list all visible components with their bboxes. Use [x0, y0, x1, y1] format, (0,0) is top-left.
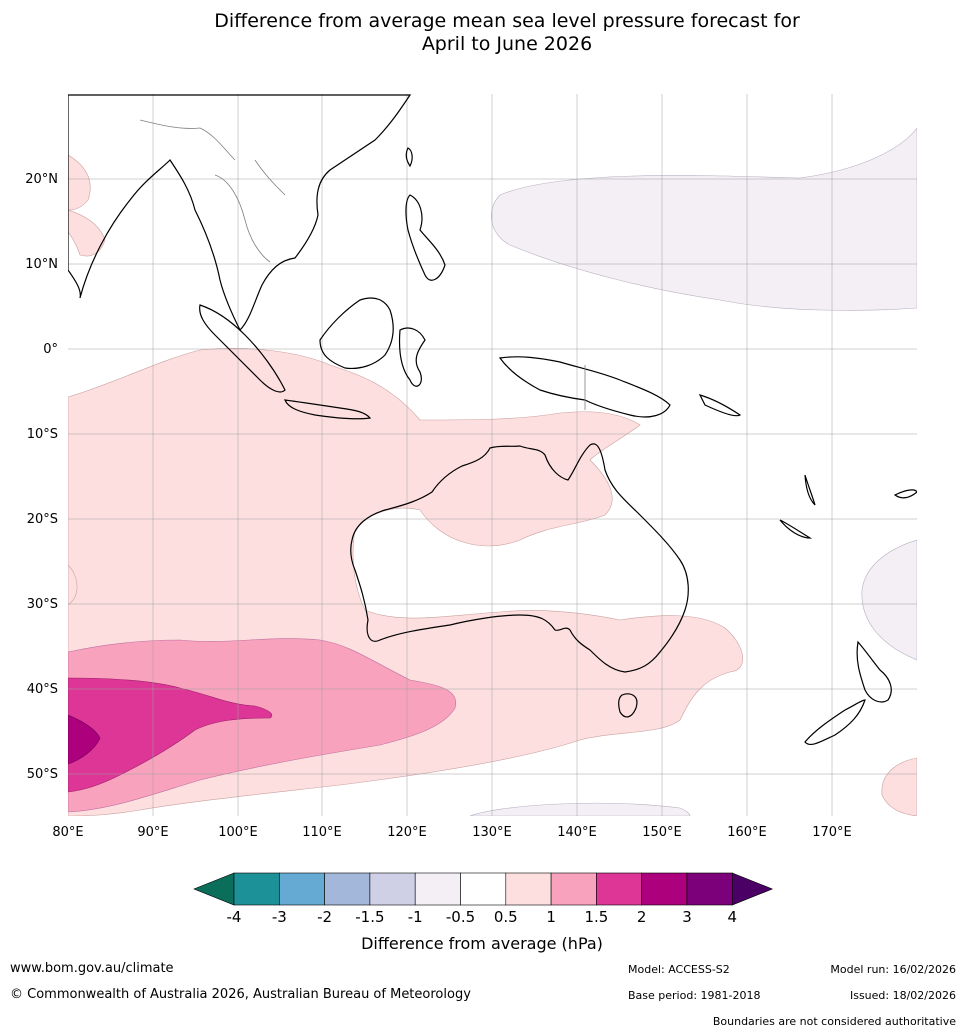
footer-issued: Issued: 18/02/2026 [849, 989, 956, 1002]
colorbar-tick-label: -0.5 [446, 908, 475, 926]
lat-label: 20°S [27, 512, 58, 527]
lon-label: 160°E [727, 825, 767, 840]
lon-label: 100°E [218, 825, 258, 840]
lon-label: 140°E [557, 825, 597, 840]
title-line-1: Difference from average mean sea level p… [214, 10, 800, 32]
footer-disclaimer: Boundaries are not considered authoritat… [712, 1015, 956, 1028]
lon-label: 130°E [472, 825, 512, 840]
pos-anomaly-southeast [881, 757, 917, 816]
coastlines [68, 94, 917, 746]
neg-anomaly-south [469, 802, 691, 816]
neg-anomaly-nw-pacific [491, 127, 917, 311]
colorbar-swatch [686, 872, 733, 906]
lat-label: 40°S [27, 682, 58, 697]
coast-nz-south [804, 699, 866, 746]
lat-label: 10°S [27, 427, 58, 442]
colorbar-tick-label: -3 [272, 908, 287, 926]
coast-new-caledonia [779, 519, 813, 539]
coast-vanuatu [804, 474, 816, 506]
colorbar-tick-label: 0.5 [494, 908, 518, 926]
lon-label: 120°E [387, 825, 427, 840]
lon-label: 170°E [812, 825, 852, 840]
lon-label: 110°E [302, 825, 342, 840]
lat-label: 10°N [25, 257, 58, 272]
footer-url: www.bom.gov.au/climate [10, 961, 174, 976]
coast-nz-north [856, 640, 892, 703]
colorbar-tick-label: -1.5 [355, 908, 384, 926]
colorbar-swatch [460, 872, 507, 906]
anomaly-fields [68, 127, 917, 816]
pos-anomaly-1-5 [68, 677, 273, 793]
colorbar-tick-label: 1.5 [584, 908, 608, 926]
colorbar-swatch [414, 872, 461, 906]
colorbar-tick-label: -1 [408, 908, 423, 926]
coast-borneo [319, 297, 394, 370]
footer-model-run: Model run: 16/02/2026 [830, 963, 956, 976]
colorbar-arrow-high [731, 872, 774, 906]
colorbar-tick-label: -4 [227, 908, 242, 926]
lat-label: 0° [43, 342, 58, 357]
country-borders [139, 119, 586, 410]
title-line-2: April to June 2026 [421, 33, 593, 55]
footer-model: Model: ACCESS-S2 [628, 963, 730, 976]
lat-labels: 20°N 10°N 0° 10°S 20°S 30°S 40°S 50°S [25, 172, 58, 782]
colorbar-swatch [505, 872, 552, 906]
colorbar-tick-label: 1 [546, 908, 556, 926]
graticule [68, 94, 917, 816]
lat-label: 20°N [25, 172, 58, 187]
coast-sumatra [199, 304, 286, 393]
colorbar-swatch [369, 872, 416, 906]
colorbar-swatch [550, 872, 597, 906]
coast-new-guinea [498, 356, 671, 418]
colorbar-tick-label: -2 [317, 908, 332, 926]
colorbar-tick-label: 2 [637, 908, 647, 926]
colorbar-arrow-low [193, 872, 235, 906]
colorbar-tick-label: 4 [728, 908, 738, 926]
colorbar-swatch [233, 872, 280, 906]
pos-anomaly-2-0 [68, 714, 101, 765]
coast-australia [350, 443, 689, 673]
coast-philippines [405, 194, 446, 281]
colorbar-swatch [596, 872, 643, 906]
neg-anomaly-tasman-east [861, 539, 917, 661]
lon-label: 150°E [642, 825, 682, 840]
lon-label: 80°E [52, 825, 83, 840]
footer-copyright: © Commonwealth of Australia 2026, Austra… [10, 987, 471, 1002]
lon-label: 90°E [137, 825, 168, 840]
pos-anomaly-north-indian [68, 154, 91, 211]
colorbar-swatch [641, 872, 688, 906]
pos-anomaly-north-indian-2 [68, 209, 106, 257]
lat-label: 30°S [27, 597, 58, 612]
coast-java [284, 399, 372, 420]
coast-fiji [893, 489, 917, 499]
colorbar-tick-label: 3 [682, 908, 692, 926]
colorbar-swatch [324, 872, 371, 906]
colorbar: -4 -3 -2 -1.5 -1 -0.5 0.5 1 1.5 2 3 4 [193, 872, 774, 926]
footer-base-period: Base period: 1981-2018 [628, 989, 761, 1002]
chart-title: Difference from average mean sea level p… [0, 10, 965, 56]
pos-anomaly-1-0 [68, 638, 457, 813]
coast-sulawesi [398, 327, 426, 387]
coast-tasmania [618, 693, 638, 718]
colorbar-swatch [278, 872, 325, 906]
coast-asia [68, 94, 412, 332]
lon-labels: 80°E 90°E 100°E 110°E 120°E 130°E 140°E … [52, 825, 851, 840]
lat-label: 50°S [27, 767, 58, 782]
pos-anomaly-west-edge [68, 564, 78, 606]
coast-taiwan [405, 147, 413, 168]
colorbar-title: Difference from average (hPa) [361, 934, 603, 953]
coast-solomon [698, 394, 742, 417]
